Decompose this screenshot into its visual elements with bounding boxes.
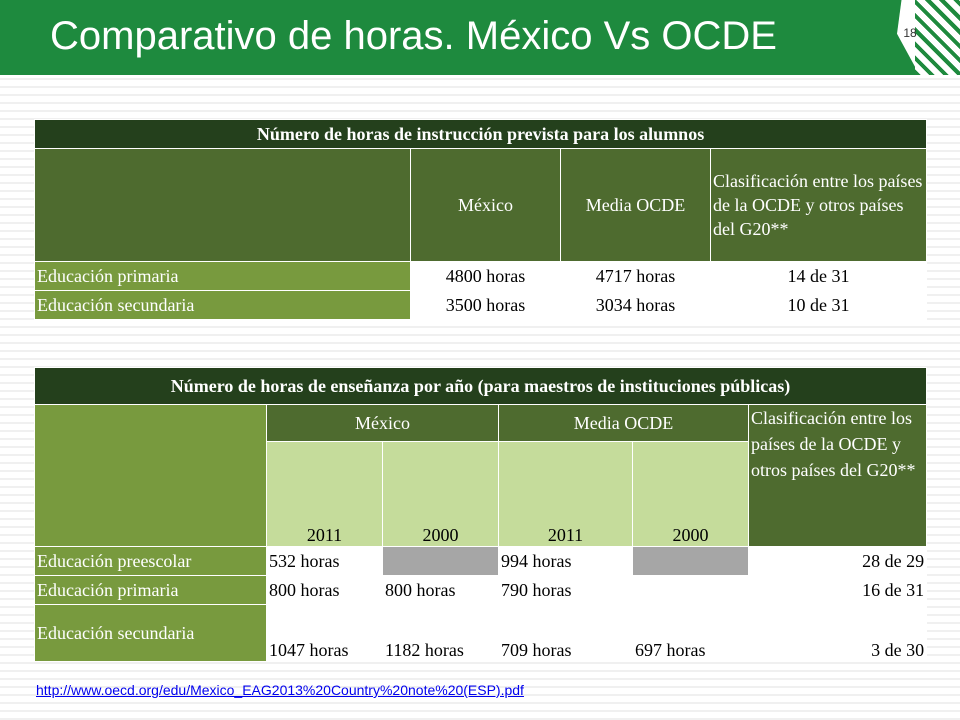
column-header-clasificacion: Clasificación entre los países de la OCD… [747, 404, 928, 547]
row-label: Educación secundaria [34, 604, 267, 662]
cell-ocde-2011: 790 horas [498, 575, 633, 605]
slide-title: Comparativo de horas. México Vs OCDE [50, 14, 777, 58]
year-header: 2000 [632, 441, 749, 547]
row-label: Educación primaria [34, 575, 267, 605]
cell-clasificacion: 16 de 31 [747, 575, 928, 605]
table-title: Número de horas de enseñanza por año (pa… [33, 367, 928, 405]
year-header: 2000 [382, 441, 499, 547]
table-row: Educación primaria 4800 horas 4717 horas… [34, 261, 928, 291]
column-group-mexico: México [266, 404, 499, 442]
cell-ocde-2000: 697 horas [632, 604, 749, 662]
cell-ocde-2000: 780 horas [632, 575, 749, 605]
table-title: Número de horas de instrucción prevista … [33, 119, 928, 149]
year-header: 2011 [266, 441, 383, 547]
cell-mexico-2000: 800 horas [382, 575, 499, 605]
corner-stripes [915, 0, 960, 75]
teaching-hours-table: Número de horas de enseñanza por año (pa… [33, 367, 928, 662]
year-header: 2011 [498, 441, 633, 547]
instruction-hours-table: Número de horas de instrucción prevista … [33, 119, 928, 320]
column-header-mexico: México [410, 148, 561, 262]
table-row: Educación primaria 800 horas 800 horas 7… [34, 575, 928, 605]
cell-mexico-2000 [382, 546, 499, 576]
cell-clasificacion: 3 de 30 [747, 604, 928, 662]
table-row: Educación preescolar 532 horas 994 horas… [34, 546, 928, 576]
cell-clasificacion: 14 de 31 [709, 261, 928, 291]
header-blank-cell [34, 404, 267, 547]
header-blank-cell [34, 148, 411, 262]
table-row: Educación secundaria 3500 horas 3034 hor… [34, 290, 928, 320]
column-header-clasificacion: Clasificación entre los países de la OCD… [709, 148, 928, 262]
cell-mexico-2011: 532 horas [266, 546, 383, 576]
cell-ocde-2011: 994 horas [498, 546, 633, 576]
cell-ocde-2011: 709 horas [498, 604, 633, 662]
cell-ocde-2000 [632, 546, 749, 576]
slide-number: 18 [903, 26, 917, 40]
cell-mexico-2000: 1182 horas [382, 604, 499, 662]
slide-header-bar: Comparativo de horas. México Vs OCDE 18 [0, 0, 960, 75]
cell-mexico: 3500 horas [410, 290, 561, 320]
source-link[interactable]: http://www.oecd.org/edu/Mexico_EAG2013%2… [36, 682, 524, 698]
cell-clasificacion: 10 de 31 [709, 290, 928, 320]
cell-mexico: 4800 horas [410, 261, 561, 291]
table-row: Educación secundaria 1047 horas 1182 hor… [34, 604, 928, 662]
cell-mexico-2011: 1047 horas [266, 604, 383, 662]
row-label: Educación preescolar [34, 546, 267, 576]
column-header-media-ocde: Media OCDE [560, 148, 711, 262]
column-group-media-ocde: Media OCDE [498, 404, 749, 442]
cell-mexico-2011: 800 horas [266, 575, 383, 605]
row-label: Educación secundaria [34, 290, 411, 320]
cell-media-ocde: 4717 horas [560, 261, 711, 291]
row-label: Educación primaria [34, 261, 411, 291]
cell-media-ocde: 3034 horas [560, 290, 711, 320]
cell-clasificacion: 28 de 29 [747, 546, 928, 576]
